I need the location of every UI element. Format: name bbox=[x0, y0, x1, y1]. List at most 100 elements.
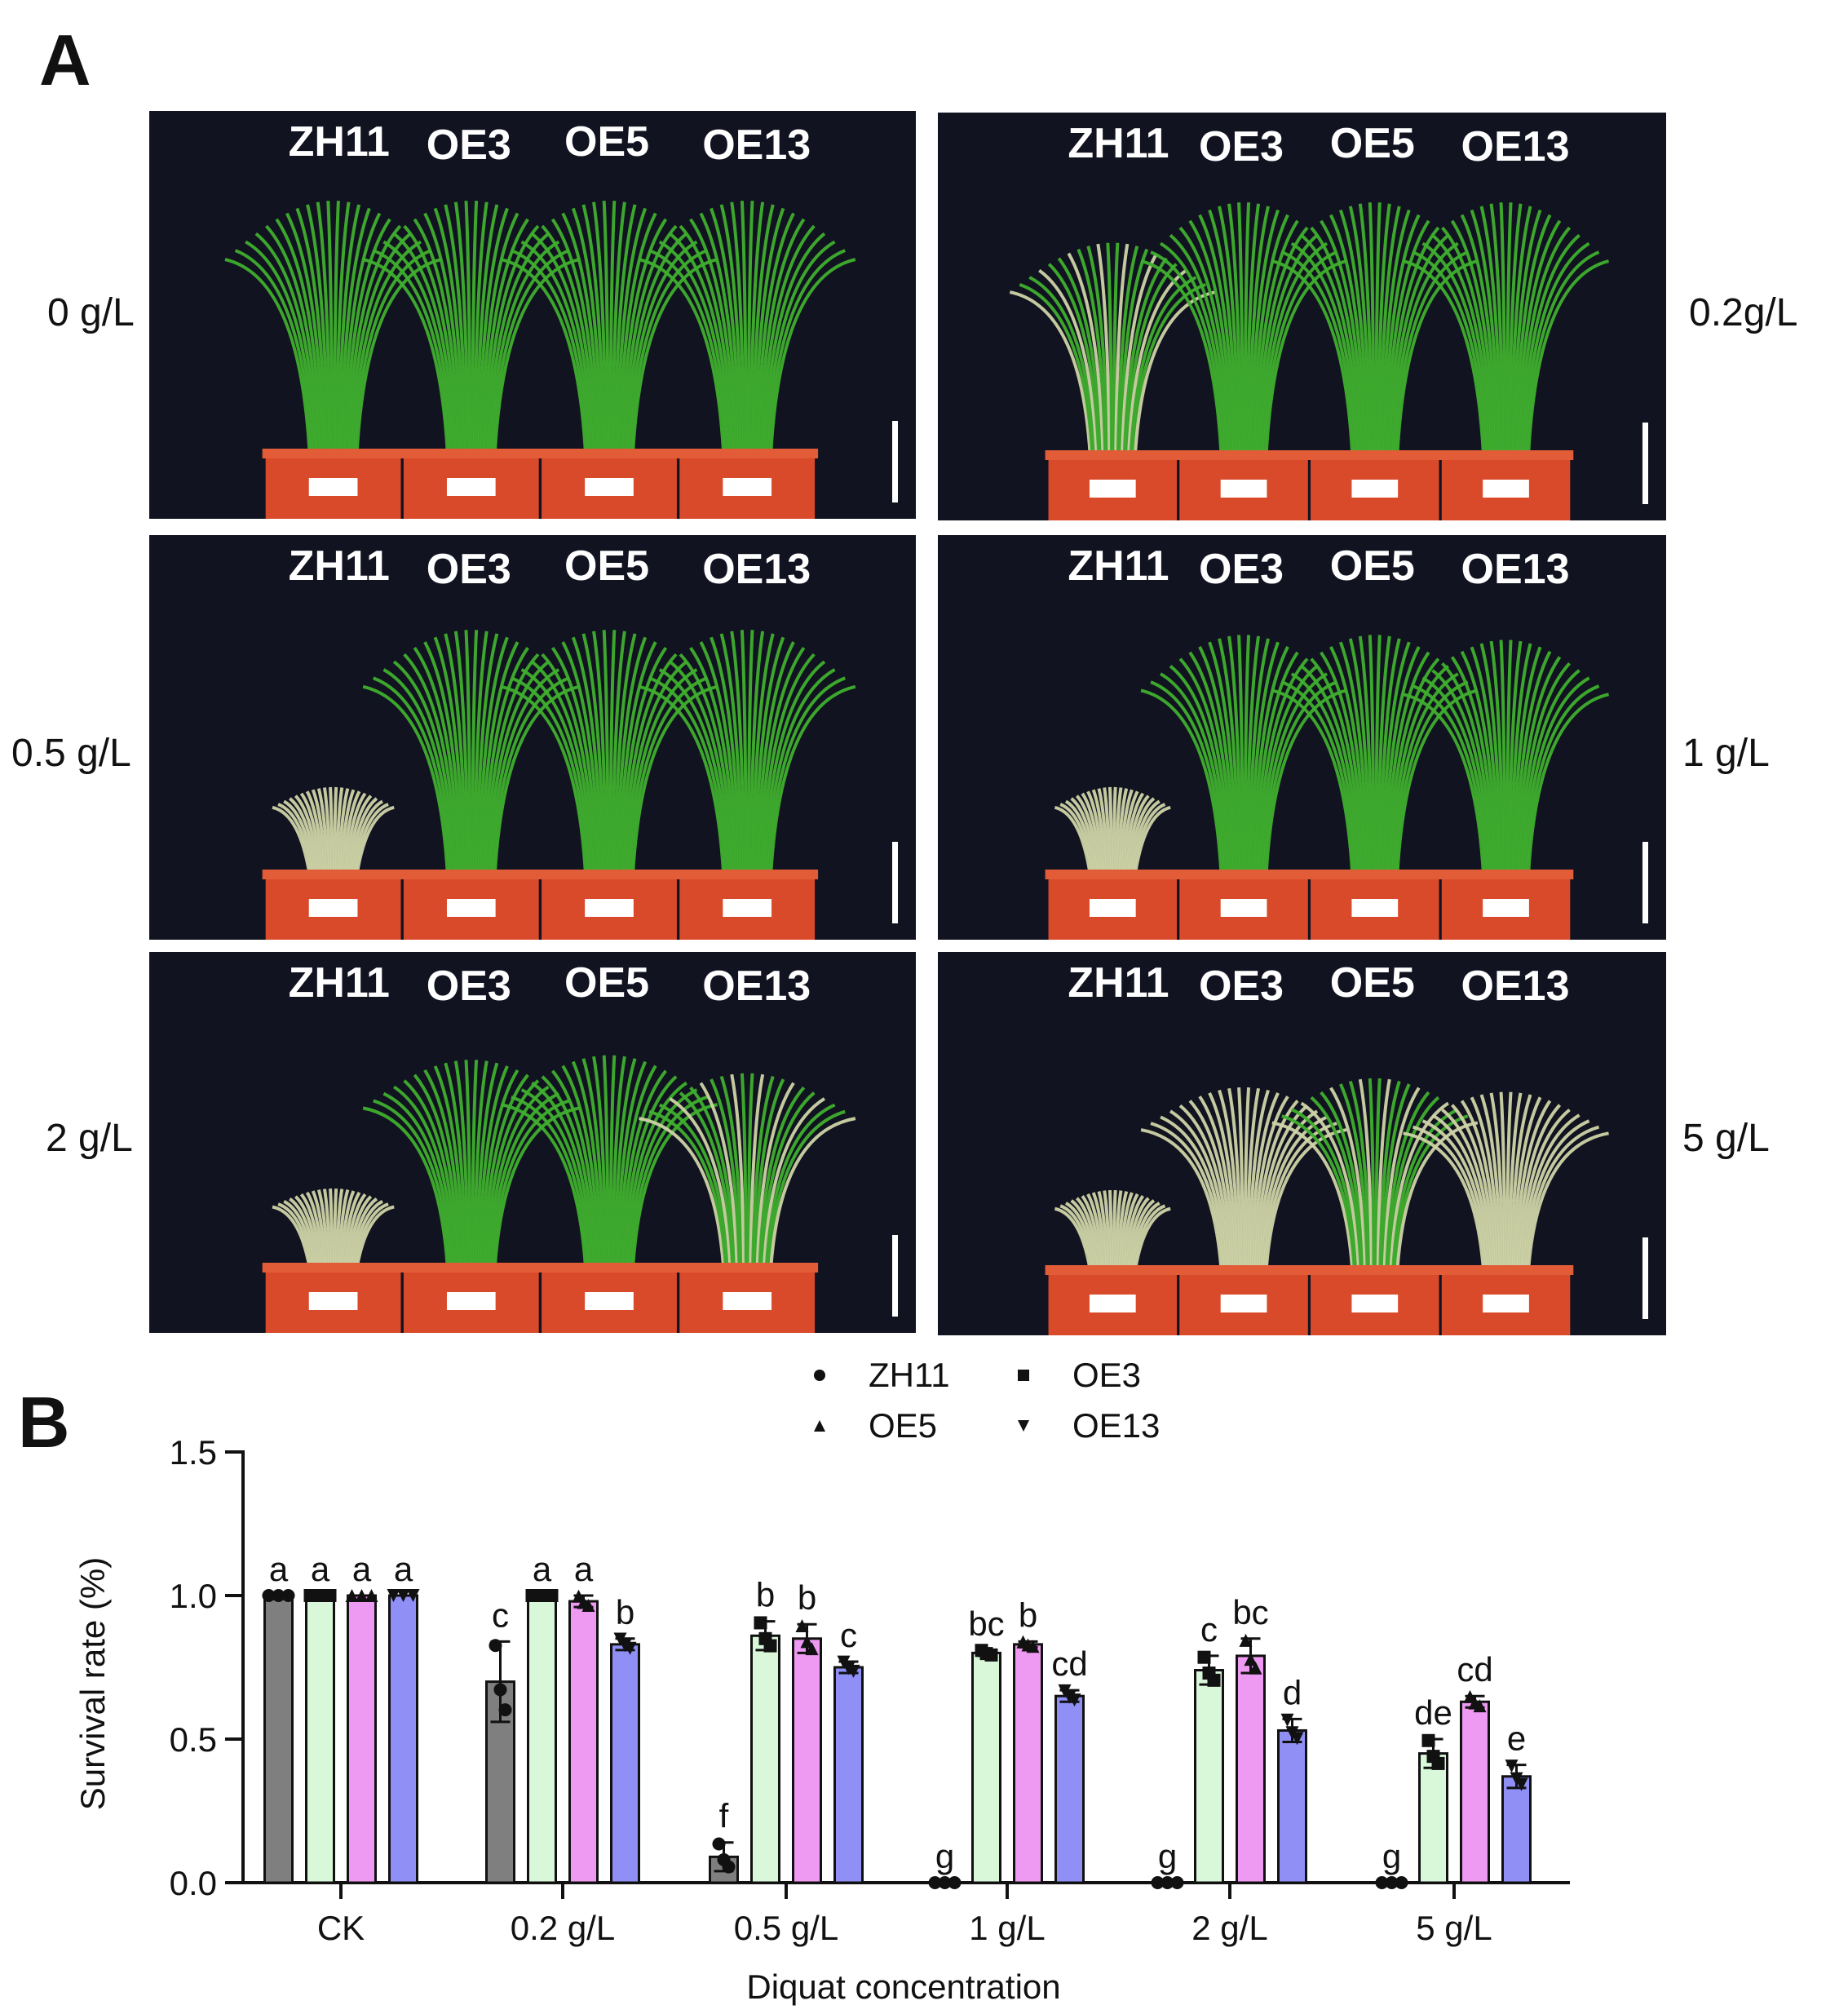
plant-pot-oe3 bbox=[362, 630, 580, 940]
plant-pot-oe3 bbox=[1140, 202, 1347, 520]
y-tick-label: 0.0 bbox=[170, 1864, 217, 1902]
significance-letter: a bbox=[352, 1550, 372, 1588]
scale-bar bbox=[1642, 423, 1648, 504]
significance-letter: b bbox=[756, 1576, 775, 1614]
bar-oe13-4 bbox=[1277, 1728, 1307, 1884]
plant-pot-oe3 bbox=[1140, 635, 1347, 940]
data-points bbox=[795, 1618, 819, 1656]
genotype-label-zh11: ZH11 bbox=[288, 118, 390, 166]
significance-letter: a bbox=[311, 1550, 330, 1588]
bar-oe3-2 bbox=[750, 1634, 780, 1884]
genotype-labels: ZH11 OE3 OE5 OE13 bbox=[149, 535, 916, 625]
plant-pot-oe3 bbox=[362, 201, 580, 519]
legend-label: OE3 bbox=[1072, 1356, 1141, 1394]
genotype-label-oe5: OE5 bbox=[564, 959, 650, 1007]
data-points bbox=[303, 1589, 337, 1602]
legend-label: ZH11 bbox=[869, 1356, 950, 1394]
concentration-label: 5 g/L bbox=[1682, 1117, 1770, 1160]
data-points bbox=[525, 1589, 559, 1602]
legend-item-zh11: ZH11 bbox=[814, 1356, 950, 1394]
panel-b-letter: B bbox=[18, 1382, 70, 1463]
scale-bar bbox=[1642, 842, 1648, 923]
genotype-label-zh11: ZH11 bbox=[1068, 959, 1169, 1007]
legend-label: OE13 bbox=[1072, 1406, 1160, 1445]
data-points bbox=[928, 1876, 962, 1889]
bar-oe5-1 bbox=[568, 1600, 599, 1884]
plant-pot-zh11 bbox=[262, 1188, 405, 1333]
genotype-label-oe3: OE3 bbox=[1199, 546, 1284, 593]
genotype-label-oe5: OE5 bbox=[1329, 959, 1415, 1007]
genotype-label-zh11: ZH11 bbox=[1068, 120, 1169, 167]
genotype-labels: ZH11 OE3 OE5 OE13 bbox=[149, 952, 916, 1042]
significance-letter: bc bbox=[968, 1605, 1004, 1643]
genotype-label-oe13: OE13 bbox=[1461, 546, 1570, 593]
bar-oe5-3 bbox=[1013, 1643, 1043, 1884]
genotype-label-oe13: OE13 bbox=[1461, 123, 1570, 170]
x-axis-label: Diquat concentration bbox=[746, 1968, 1060, 2006]
scale-bar bbox=[892, 1235, 898, 1317]
x-tick-label: 1 g/L bbox=[969, 1909, 1045, 1947]
y-axis-label: Survival rate (%) bbox=[73, 1557, 112, 1810]
genotype-label-oe3: OE3 bbox=[426, 546, 511, 593]
data-points bbox=[1239, 1633, 1262, 1675]
data-points bbox=[387, 1589, 420, 1602]
survival-rate-bar-chart: 0.0 0.5 1.0 1.5 Survival rate (%) Diquat conc… bbox=[73, 1356, 1570, 2006]
significance-letter: bc bbox=[1232, 1593, 1268, 1631]
scale-bar bbox=[892, 421, 898, 502]
data-points bbox=[1197, 1650, 1221, 1687]
genotype-label-oe3: OE3 bbox=[426, 122, 511, 169]
significance-letter: a bbox=[394, 1550, 413, 1588]
plant-pot-zh11 bbox=[1045, 1189, 1181, 1335]
plant-photo-illustration bbox=[1045, 1078, 1609, 1335]
genotype-label-oe5: OE5 bbox=[564, 118, 650, 166]
x-tick-label: CK bbox=[317, 1909, 365, 1947]
significance-letter: a bbox=[533, 1550, 552, 1588]
plant-pot-oe13 bbox=[1403, 202, 1610, 520]
plant-pot-zh11 bbox=[1045, 786, 1181, 940]
data-points bbox=[1058, 1684, 1081, 1707]
genotype-label-zh11: ZH11 bbox=[288, 959, 390, 1007]
plant-pot-oe13 bbox=[639, 201, 856, 519]
data-points bbox=[975, 1644, 998, 1662]
bar-oe5-5 bbox=[1460, 1700, 1490, 1884]
bar-oe13-2 bbox=[833, 1666, 864, 1884]
genotype-label-oe5: OE5 bbox=[564, 542, 650, 590]
significance-letter: f bbox=[719, 1797, 729, 1835]
plant-pot-oe5 bbox=[1271, 635, 1479, 940]
concentration-label: 0 g/L bbox=[47, 291, 135, 334]
significance-letter: b bbox=[798, 1578, 816, 1617]
genotype-labels: ZH11 OE3 OE5 OE13 bbox=[938, 535, 1666, 625]
significance-letter: b bbox=[1019, 1596, 1037, 1634]
significance-letter: a bbox=[269, 1550, 289, 1588]
legend-marker bbox=[814, 1370, 825, 1381]
significance-letter: e bbox=[1507, 1720, 1526, 1758]
plant-photo-illustration bbox=[262, 1055, 856, 1333]
genotype-label-zh11: ZH11 bbox=[1068, 542, 1169, 590]
data-points bbox=[754, 1616, 777, 1653]
significance-letter: g bbox=[1382, 1837, 1401, 1875]
y-tick-label: 1.0 bbox=[170, 1577, 217, 1615]
genotype-label-oe3: OE3 bbox=[1199, 963, 1284, 1010]
plant-pot-oe13 bbox=[1403, 1091, 1609, 1335]
panel-a-letter: A bbox=[39, 20, 91, 100]
data-points bbox=[837, 1655, 860, 1678]
significance-letter: d bbox=[1283, 1673, 1302, 1711]
legend-marker bbox=[1018, 1370, 1029, 1381]
legend-item-oe13: OE13 bbox=[1018, 1406, 1160, 1445]
y-tick-label: 0.5 bbox=[170, 1720, 217, 1759]
photo-panel-0-5-gl: ZH11 OE3 OE5 OE13 bbox=[149, 535, 916, 940]
data-points bbox=[345, 1589, 378, 1602]
data-points bbox=[1421, 1733, 1445, 1770]
significance-letter: b bbox=[616, 1593, 634, 1631]
legend-marker bbox=[814, 1420, 825, 1432]
genotype-label-oe13: OE13 bbox=[702, 546, 811, 593]
plant-pot-oe13 bbox=[639, 630, 856, 940]
plant-pot-zh11 bbox=[262, 786, 405, 940]
legend-marker bbox=[1018, 1420, 1029, 1432]
plant-photo-illustration bbox=[224, 201, 856, 519]
significance-letter: g bbox=[935, 1837, 954, 1875]
x-tick-label: 2 g/L bbox=[1191, 1909, 1267, 1947]
plant-photo-illustration bbox=[1009, 202, 1610, 520]
plant-pot-oe13 bbox=[1403, 640, 1610, 940]
photo-panel-0-gl: ZH11 OE3 OE5 OE13 bbox=[149, 111, 916, 519]
